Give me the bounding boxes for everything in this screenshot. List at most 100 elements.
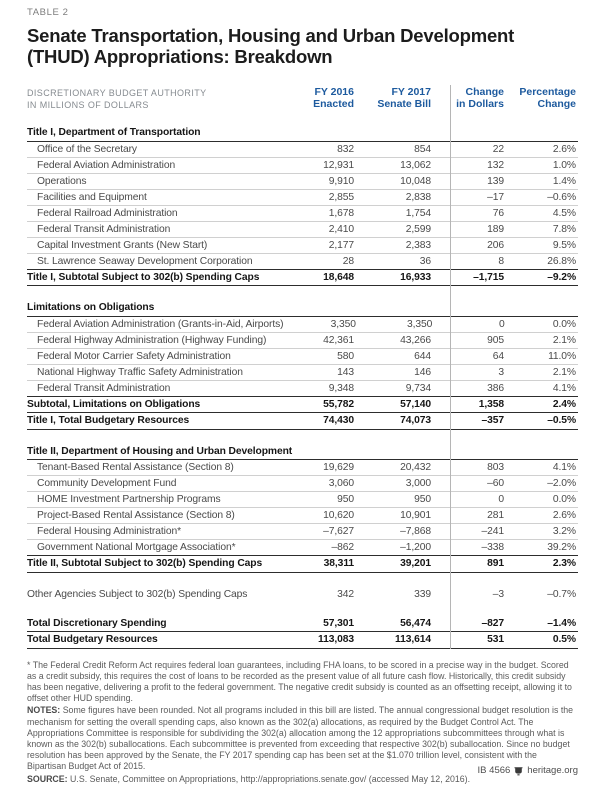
fy2016-value: 580	[337, 350, 354, 362]
percentage-value: 0.0%	[552, 494, 576, 505]
percentage-value: 4.1%	[552, 462, 576, 473]
change-value: 206	[487, 239, 504, 251]
table-row: Federal Transit Administration 9,348 9,734…	[27, 381, 578, 397]
percentage-value: 39.2%	[547, 542, 576, 553]
percentage-value: –2.0%	[547, 478, 576, 489]
fy2017-value: 13,062	[400, 159, 431, 171]
change-value: 3	[498, 366, 504, 378]
fy2016-value: 18,648	[323, 271, 354, 283]
percentage-value: 11.0%	[548, 350, 576, 362]
table-header-row: DISCRETIONARY BUDGET AUTHORITY IN MILLIO…	[27, 86, 578, 111]
row-label: Title I, Total Budgetary Resources	[27, 415, 190, 427]
row-label: Limitations on Obligations	[27, 302, 155, 314]
fy2017-value: 57,140	[400, 398, 431, 410]
row-label: Facilities and Equipment	[37, 191, 147, 203]
table-row: Title I, Subtotal Subject to 302(b) Spen…	[27, 270, 578, 286]
column-divider-line	[450, 85, 451, 649]
table-row: Federal Aviation Administration (Grants-…	[27, 317, 578, 333]
column-header-percentage: Percentage Change	[506, 86, 578, 110]
table-row: Federal Housing Administration* –7,627 –7,…	[27, 524, 578, 540]
percentage-value: 26.8%	[547, 255, 576, 267]
appropriations-table: DISCRETIONARY BUDGET AUTHORITY IN MILLIO…	[27, 85, 578, 649]
percentage-value: 1.0%	[552, 159, 576, 171]
percentage-value: 3.2%	[552, 526, 576, 537]
fy2016-value: 9,910	[328, 175, 354, 187]
table-row: Project-Based Rental Assistance (Section…	[27, 508, 578, 524]
change-value: 0	[498, 318, 505, 330]
table-row: Office of the Secretary 832 854 22 2.6%	[27, 142, 578, 158]
change-value: 189	[487, 223, 504, 235]
section-gap	[27, 286, 578, 300]
change-value: 891	[487, 558, 504, 570]
table-row: Government National Mortgage Association…	[27, 540, 578, 556]
row-label: Federal Aviation Administration (Grants-…	[37, 318, 284, 330]
fy2016-value: –862	[331, 542, 354, 553]
fy2016-value: 1,678	[328, 207, 354, 219]
table-row: Facilities and Equipment 2,855 2,838 –17 –0.…	[27, 190, 578, 206]
section-gap	[27, 573, 578, 587]
change-value: 1,358	[478, 398, 504, 410]
percentage-value: 4.1%	[552, 382, 576, 394]
table-row: Federal Highway Administration (Highway …	[27, 333, 578, 349]
page-title: Senate Transportation, Housing and Urban…	[27, 25, 515, 67]
fy2017-value: 36	[419, 255, 431, 267]
section-gap	[27, 430, 578, 444]
change-value: –60	[487, 478, 504, 489]
fy2016-value: 12,931	[323, 159, 354, 171]
fy2016-value: 74,430	[323, 415, 354, 427]
percentage-value: –0.6%	[547, 191, 576, 203]
fy2016-value: –7,627	[323, 526, 354, 537]
table-row: Community Development Fund 3,060 3,000 –60 –…	[27, 476, 578, 492]
fy2016-value: 143	[337, 366, 354, 378]
percentage-value: 2.3%	[552, 558, 576, 570]
row-label: Government National Mortgage Association…	[37, 542, 236, 553]
row-label: Other Agencies Subject to 302(b) Spendin…	[27, 588, 248, 600]
asterisk-footnote: * The Federal Credit Reform Act requires…	[27, 659, 572, 704]
row-label: Federal Railroad Administration	[37, 207, 178, 219]
table-row: Federal Motor Carrier Safety Administrat…	[27, 349, 578, 365]
heritage-site: heritage.org	[527, 765, 578, 776]
fy2016-value: 342	[337, 588, 354, 600]
change-value: 386	[487, 382, 504, 394]
row-label: Project-Based Rental Assistance (Section…	[37, 510, 235, 521]
units-label-line1: DISCRETIONARY BUDGET AUTHORITY	[27, 88, 207, 98]
row-label: Federal Motor Carrier Safety Administrat…	[37, 350, 231, 362]
percentage-value: 2.6%	[552, 143, 576, 155]
table-row: Tenant-Based Rental Assistance (Section …	[27, 460, 578, 476]
fy2016-value: 57,301	[323, 617, 354, 629]
section-header-row: Title I, Department of Transportation	[27, 125, 578, 142]
change-value: 64	[492, 350, 504, 362]
table-row: Federal Aviation Administration 12,931 13,…	[27, 158, 578, 174]
row-label: National Highway Traffic Safety Administ…	[37, 366, 243, 378]
percentage-value: –0.7%	[547, 588, 576, 600]
column-header-change: Change in Dollars	[433, 86, 506, 110]
notes-label: NOTES:	[27, 705, 61, 716]
percentage-value: –1.4%	[547, 617, 576, 629]
row-label: Federal Transit Administration	[37, 223, 171, 235]
change-value: –17	[487, 191, 504, 203]
row-label: St. Lawrence Seaway Development Corporat…	[37, 255, 253, 267]
fy2016-value: 113,083	[318, 634, 354, 646]
column-header-line: in Dollars	[456, 97, 504, 110]
fy2017-value: 43,266	[400, 334, 431, 346]
fy2016-value: 28	[342, 255, 354, 267]
fy2017-value: 3,350	[406, 318, 433, 330]
section-gap	[27, 602, 578, 616]
fy2016-value: 38,311	[323, 558, 354, 570]
column-header-line: Senate Bill	[377, 97, 431, 110]
row-label: Community Development Fund	[37, 478, 177, 489]
row-label: Federal Highway Administration (Highway …	[37, 334, 267, 346]
fy2017-value: 2,599	[405, 223, 431, 235]
fy2017-value: 74,073	[400, 415, 431, 427]
fy2016-value: 2,177	[328, 239, 354, 251]
table-row: Total Discretionary Spending 57,301 56,474…	[27, 616, 578, 632]
change-value: 139	[487, 175, 504, 187]
table-row: National Highway Traffic Safety Administ…	[27, 365, 578, 381]
row-label: Office of the Secretary	[37, 143, 137, 155]
fy2017-value: 339	[414, 588, 431, 600]
table-row: Federal Railroad Administration 1,678 1,75…	[27, 206, 578, 222]
percentage-value: 2.4%	[552, 398, 576, 410]
row-label: Total Budgetary Resources	[27, 634, 158, 646]
fy2017-value: –7,868	[400, 526, 431, 537]
fy2016-value: 950	[337, 494, 354, 505]
